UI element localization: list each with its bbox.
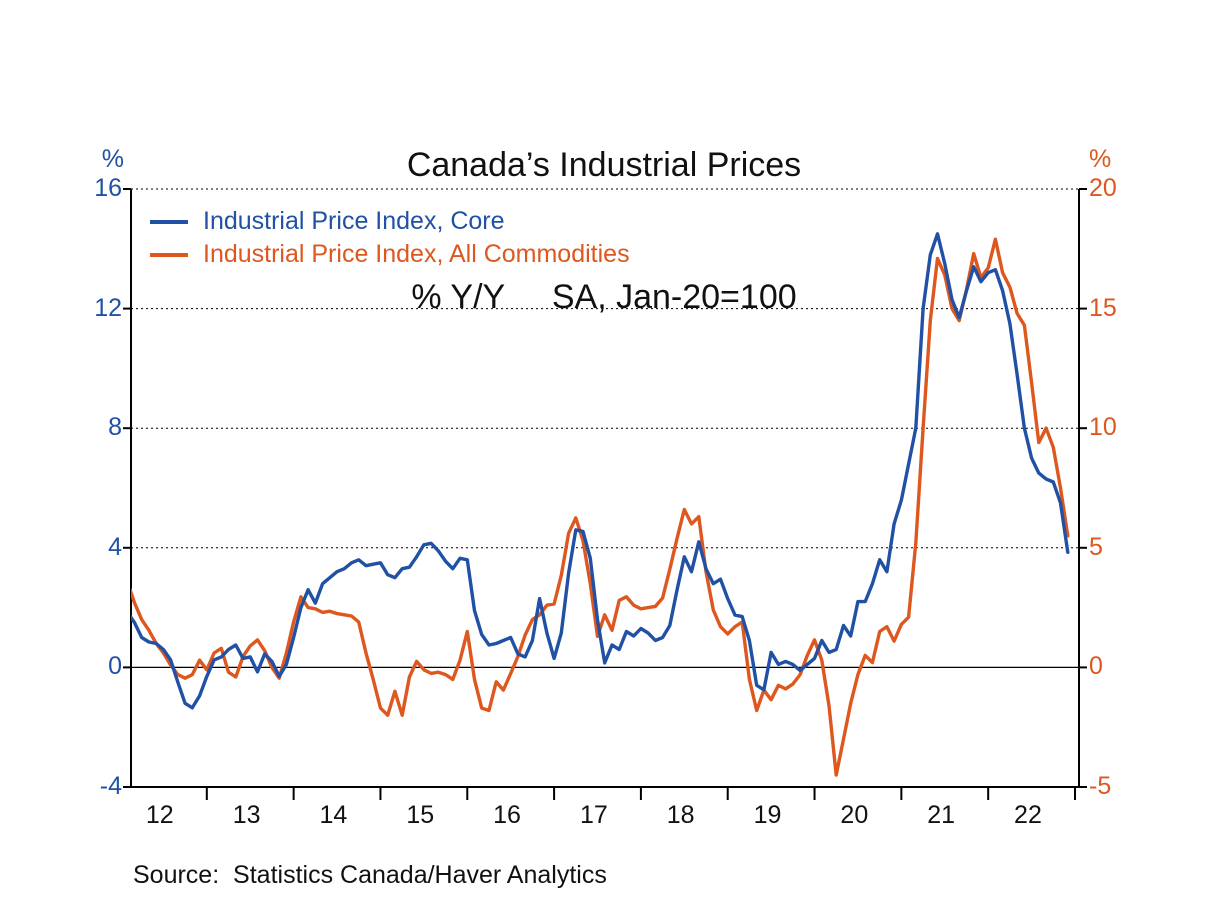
x-axis-tick-label: 14 [319,801,348,829]
legend-label-core: Industrial Price Index, Core [203,207,505,235]
left-axis-tick-label: 4 [108,532,122,561]
left-axis-tick-label: 16 [94,174,122,202]
axis-frame [130,189,1080,788]
all-commodities-line-swatch [150,252,188,257]
all-commodities-line [131,237,1070,777]
x-axis-tick-label: 21 [927,801,956,829]
right-axis-tick-label: 10 [1089,413,1117,442]
x-axis-tick-label: 22 [1014,801,1042,829]
legend-item-core: Industrial Price Index, Core [150,205,630,238]
right-axis-unit-label: % [1089,145,1112,173]
x-axis-tick-label: 19 [753,801,782,829]
plot-area [123,188,1087,800]
x-axis-tick-label: 17 [579,801,608,829]
left-axis-tick-label: 0 [108,652,122,681]
right-axis-tick-label: 0 [1089,652,1103,681]
core-line-swatch [150,219,188,224]
source-note: Source: Statistics Canada/Haver Analytic… [133,861,607,889]
legend-item-all-commodities: Industrial Price Index, All Commodities [150,238,630,271]
x-axis-tick-label: 20 [840,801,869,829]
chart-title-line1: Canada’s Industrial Prices [406,146,802,184]
right-axis-tick-label: 20 [1089,174,1117,202]
right-axis-tick-label: 5 [1089,532,1103,561]
x-axis-tick-label: 18 [666,801,695,829]
legend: Industrial Price Index, Core Industrial … [150,205,630,271]
left-axis-unit-label: % [101,145,124,173]
chart-title: Canada’s Industrial Prices % Y/Y SA, Jan… [0,55,1208,407]
chart-title-line2: % Y/Y SA, Jan-20=100 [411,278,797,316]
right-axis-tick-label: -5 [1089,772,1112,800]
core-line [131,232,1070,710]
x-axis-tick-label: 16 [493,801,521,829]
x-axis-tick-label: 12 [145,801,174,829]
left-axis-tick-label: 8 [108,413,122,442]
left-axis-tick-label: -4 [99,772,122,800]
legend-label-all-commodities: Industrial Price Index, All Commodities [203,240,630,268]
left-axis-tick-label: 12 [94,293,122,322]
right-axis-tick-label: 15 [1089,293,1117,322]
x-axis-tick-label: 15 [406,801,435,829]
x-axis-tick-label: 13 [232,801,261,829]
